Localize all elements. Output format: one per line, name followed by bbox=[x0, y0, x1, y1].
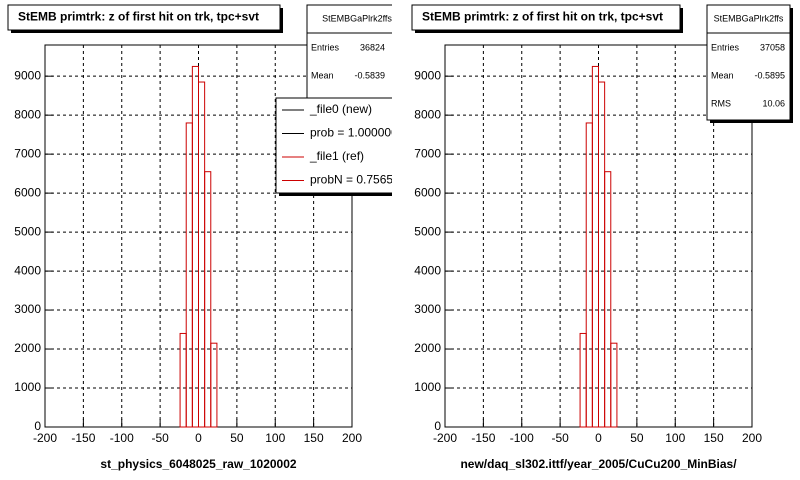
bar bbox=[610, 342, 618, 428]
y-tick-label: 8000 bbox=[414, 107, 441, 121]
x-tick-label: -150 bbox=[471, 431, 495, 445]
y-tick-label: 6000 bbox=[14, 185, 41, 199]
x-tick-label: 0 bbox=[195, 431, 202, 445]
stats-value: 36824 bbox=[360, 42, 385, 52]
y-tick-label: 3000 bbox=[414, 302, 441, 316]
stats-label: Mean bbox=[311, 70, 334, 80]
x-tick-label: -200 bbox=[433, 431, 457, 445]
stats-label: Entries bbox=[711, 42, 740, 52]
y-tick-label: 0 bbox=[434, 419, 441, 433]
x-tick-label: 50 bbox=[630, 431, 644, 445]
stats-value: -0.5839 bbox=[354, 70, 385, 80]
x-tick-label: -100 bbox=[510, 431, 534, 445]
y-tick-label: 8000 bbox=[14, 107, 41, 121]
stats-value: 37058 bbox=[760, 42, 785, 52]
y-tick-label: 9000 bbox=[14, 68, 41, 82]
y-tick-label: 9000 bbox=[414, 68, 441, 82]
y-tick-label: 4000 bbox=[14, 263, 41, 277]
x-tick-label: -150 bbox=[71, 431, 95, 445]
legend-text: _file1 (ref) bbox=[309, 149, 364, 163]
y-tick-label: 6000 bbox=[414, 185, 441, 199]
title-box bbox=[411, 4, 681, 31]
bar bbox=[210, 342, 218, 428]
x-tick-label: 100 bbox=[265, 431, 285, 445]
y-tick-label: 4000 bbox=[414, 263, 441, 277]
stats-value: 10.06 bbox=[762, 98, 785, 108]
stats-box bbox=[706, 4, 791, 121]
x-tick-label: 100 bbox=[665, 431, 685, 445]
x-tick-label: 50 bbox=[230, 431, 244, 445]
stats-label: Entries bbox=[311, 42, 340, 52]
legend-text: prob = 1.000000 bbox=[310, 126, 398, 140]
x-tick-label: -50 bbox=[151, 431, 169, 445]
y-tick-label: 7000 bbox=[14, 146, 41, 160]
x-tick-label: -200 bbox=[33, 431, 57, 445]
x-tick-label: 200 bbox=[342, 431, 362, 445]
y-tick-label: 5000 bbox=[14, 224, 41, 238]
x-tick-label: -50 bbox=[551, 431, 569, 445]
x-tick-label: 150 bbox=[304, 431, 324, 445]
x-tick-label: -100 bbox=[110, 431, 134, 445]
x-tick-label: 200 bbox=[742, 431, 762, 445]
chart: -200 -150 -100 -50 0 50 100 150 2000100020003000… bbox=[7, 4, 400, 471]
stats-label: RMS bbox=[711, 98, 731, 108]
stats-box bbox=[306, 4, 392, 101]
stats-name: StEMBGaPlrk2ffs bbox=[322, 13, 392, 23]
legend-text: _file0 (new) bbox=[309, 102, 372, 116]
chart-title: StEMB primtrk: z of first hit on trk, tp… bbox=[18, 10, 259, 24]
y-tick-label: 0 bbox=[34, 419, 41, 433]
y-tick-label: 2000 bbox=[14, 341, 41, 355]
x-tick-label: 0 bbox=[595, 431, 602, 445]
legend-text: probN = 0.75656 bbox=[310, 173, 400, 187]
x-axis-label: st_physics_6048025_raw_1020002 bbox=[100, 457, 296, 471]
y-tick-label: 1000 bbox=[14, 380, 41, 394]
x-axis-label: new/daq_sl302.ittf/year_2005/CuCu200_Min… bbox=[460, 457, 737, 471]
bar bbox=[204, 171, 212, 428]
y-tick-label: 1000 bbox=[414, 380, 441, 394]
y-tick-label: 5000 bbox=[414, 224, 441, 238]
bar bbox=[604, 171, 612, 428]
y-tick-label: 3000 bbox=[14, 302, 41, 316]
y-tick-label: 7000 bbox=[414, 146, 441, 160]
stats-label: Mean bbox=[711, 70, 734, 80]
chart-title: StEMB primtrk: z of first hit on trk, tp… bbox=[422, 10, 663, 24]
chart: -200 -150 -100 -50 0 50 100 150 2000100020003000… bbox=[411, 4, 793, 471]
y-tick-label: 2000 bbox=[414, 341, 441, 355]
stats-name: StEMBGaPlrk2ffs bbox=[714, 13, 784, 23]
stats-value: -0.5895 bbox=[754, 70, 785, 80]
title-box bbox=[7, 4, 281, 31]
x-tick-label: 150 bbox=[704, 431, 724, 445]
legend-box bbox=[275, 97, 392, 194]
